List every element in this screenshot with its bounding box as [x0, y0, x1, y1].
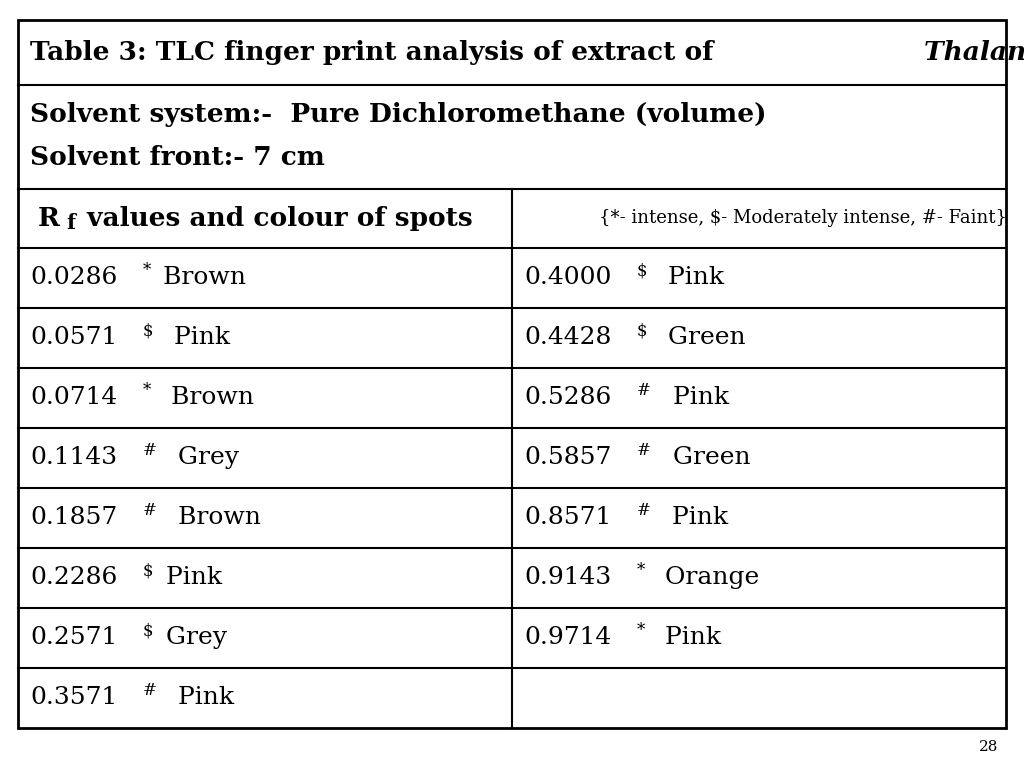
Text: 0.1857: 0.1857 — [30, 506, 118, 529]
Text: #: # — [637, 382, 650, 399]
Text: 0.9143: 0.9143 — [524, 566, 611, 589]
Text: Solvent system:-  Pure Dichloromethane (volume): Solvent system:- Pure Dichloromethane (v… — [30, 101, 767, 127]
Text: Grey: Grey — [163, 446, 240, 469]
Text: 0.8571: 0.8571 — [524, 506, 611, 529]
Text: Pink: Pink — [163, 687, 234, 710]
Text: *: * — [637, 562, 645, 579]
Text: $: $ — [142, 622, 153, 640]
Text: *: * — [142, 382, 151, 399]
Text: Solvent front:- 7 cm: Solvent front:- 7 cm — [30, 145, 325, 170]
Text: $: $ — [142, 322, 153, 339]
Text: #: # — [637, 442, 650, 459]
Text: Grey: Grey — [158, 627, 227, 650]
Text: $: $ — [637, 322, 647, 339]
Text: 0.4428: 0.4428 — [524, 326, 611, 349]
Text: 28: 28 — [979, 740, 998, 754]
Text: 0.0286: 0.0286 — [30, 266, 118, 289]
Text: 0.0714: 0.0714 — [30, 386, 118, 409]
Text: 0.5857: 0.5857 — [524, 446, 611, 469]
Text: *: * — [142, 262, 151, 279]
Text: #: # — [142, 442, 157, 459]
Text: Pink: Pink — [652, 266, 724, 289]
Text: 0.4000: 0.4000 — [524, 266, 611, 289]
Text: values and colour of spots: values and colour of spots — [78, 206, 481, 230]
Text: R: R — [38, 206, 59, 230]
Text: Orange: Orange — [649, 566, 760, 589]
Text: Brown: Brown — [163, 506, 261, 529]
Text: #: # — [637, 502, 650, 519]
Text: Pink: Pink — [649, 627, 721, 650]
Text: Pink: Pink — [656, 506, 729, 529]
Text: {*- intense, $- Moderately intense, #- Faint}: {*- intense, $- Moderately intense, #- F… — [599, 209, 1007, 227]
Text: Green: Green — [656, 446, 751, 469]
Text: Thalangai Ennai: Thalangai Ennai — [924, 40, 1024, 65]
Text: Pink: Pink — [158, 326, 230, 349]
Text: 0.2286: 0.2286 — [30, 566, 118, 589]
Text: Brown: Brown — [156, 386, 254, 409]
Text: Table 3: TLC finger print analysis of extract of: Table 3: TLC finger print analysis of ex… — [30, 40, 723, 65]
Text: #: # — [142, 683, 157, 700]
Text: Brown: Brown — [156, 266, 247, 289]
Text: 0.3571: 0.3571 — [30, 687, 118, 710]
Text: Pink: Pink — [656, 386, 729, 409]
Text: $: $ — [637, 262, 647, 279]
Text: 0.0571: 0.0571 — [30, 326, 118, 349]
Text: 0.2571: 0.2571 — [30, 627, 118, 650]
Text: Pink: Pink — [159, 566, 222, 589]
Text: *: * — [637, 622, 645, 640]
Text: Green: Green — [652, 326, 745, 349]
Text: 0.9714: 0.9714 — [524, 627, 611, 650]
Text: #: # — [142, 502, 157, 519]
Text: f: f — [67, 213, 75, 233]
Text: $: $ — [142, 562, 154, 579]
Text: 0.5286: 0.5286 — [524, 386, 611, 409]
Text: 0.1143: 0.1143 — [30, 446, 117, 469]
